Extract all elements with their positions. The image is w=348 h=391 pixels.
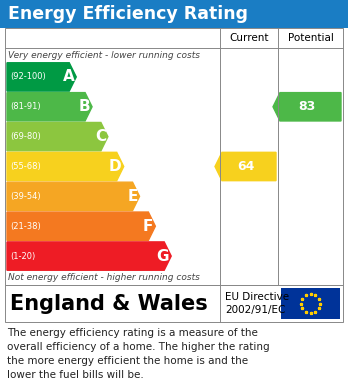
Text: EU Directive: EU Directive	[225, 292, 289, 303]
Polygon shape	[7, 152, 124, 181]
Text: C: C	[95, 129, 106, 144]
Polygon shape	[215, 152, 276, 181]
Text: Very energy efficient - lower running costs: Very energy efficient - lower running co…	[8, 50, 200, 59]
Text: (55-68): (55-68)	[10, 162, 41, 171]
Text: Potential: Potential	[287, 33, 333, 43]
Polygon shape	[7, 63, 76, 91]
Text: B: B	[78, 99, 90, 114]
Bar	[5, 285, 343, 322]
Polygon shape	[273, 93, 341, 121]
Polygon shape	[7, 182, 140, 210]
Bar	[5, 28, 343, 285]
Text: (21-38): (21-38)	[10, 222, 41, 231]
Text: (92-100): (92-100)	[10, 72, 46, 81]
Bar	[281, 288, 340, 319]
Polygon shape	[7, 122, 108, 151]
Text: (69-80): (69-80)	[10, 132, 41, 141]
Text: Current: Current	[229, 33, 269, 43]
Text: D: D	[109, 159, 122, 174]
Text: G: G	[157, 249, 169, 264]
Text: Energy Efficiency Rating: Energy Efficiency Rating	[8, 5, 248, 23]
Bar	[0, 0, 348, 28]
Text: Not energy efficient - higher running costs: Not energy efficient - higher running co…	[8, 273, 200, 283]
Text: A: A	[63, 70, 74, 84]
Text: F: F	[143, 219, 153, 234]
Text: (81-91): (81-91)	[10, 102, 41, 111]
Text: 2002/91/EC: 2002/91/EC	[225, 305, 285, 314]
Text: The energy efficiency rating is a measure of the
overall efficiency of a home. T: The energy efficiency rating is a measur…	[7, 328, 270, 380]
Polygon shape	[7, 93, 92, 121]
Text: 64: 64	[237, 160, 254, 173]
Text: 83: 83	[298, 100, 316, 113]
Polygon shape	[7, 212, 155, 240]
Text: (39-54): (39-54)	[10, 192, 41, 201]
Text: England & Wales: England & Wales	[10, 294, 208, 314]
Text: E: E	[127, 189, 137, 204]
Text: (1-20): (1-20)	[10, 251, 35, 260]
Polygon shape	[7, 242, 171, 270]
